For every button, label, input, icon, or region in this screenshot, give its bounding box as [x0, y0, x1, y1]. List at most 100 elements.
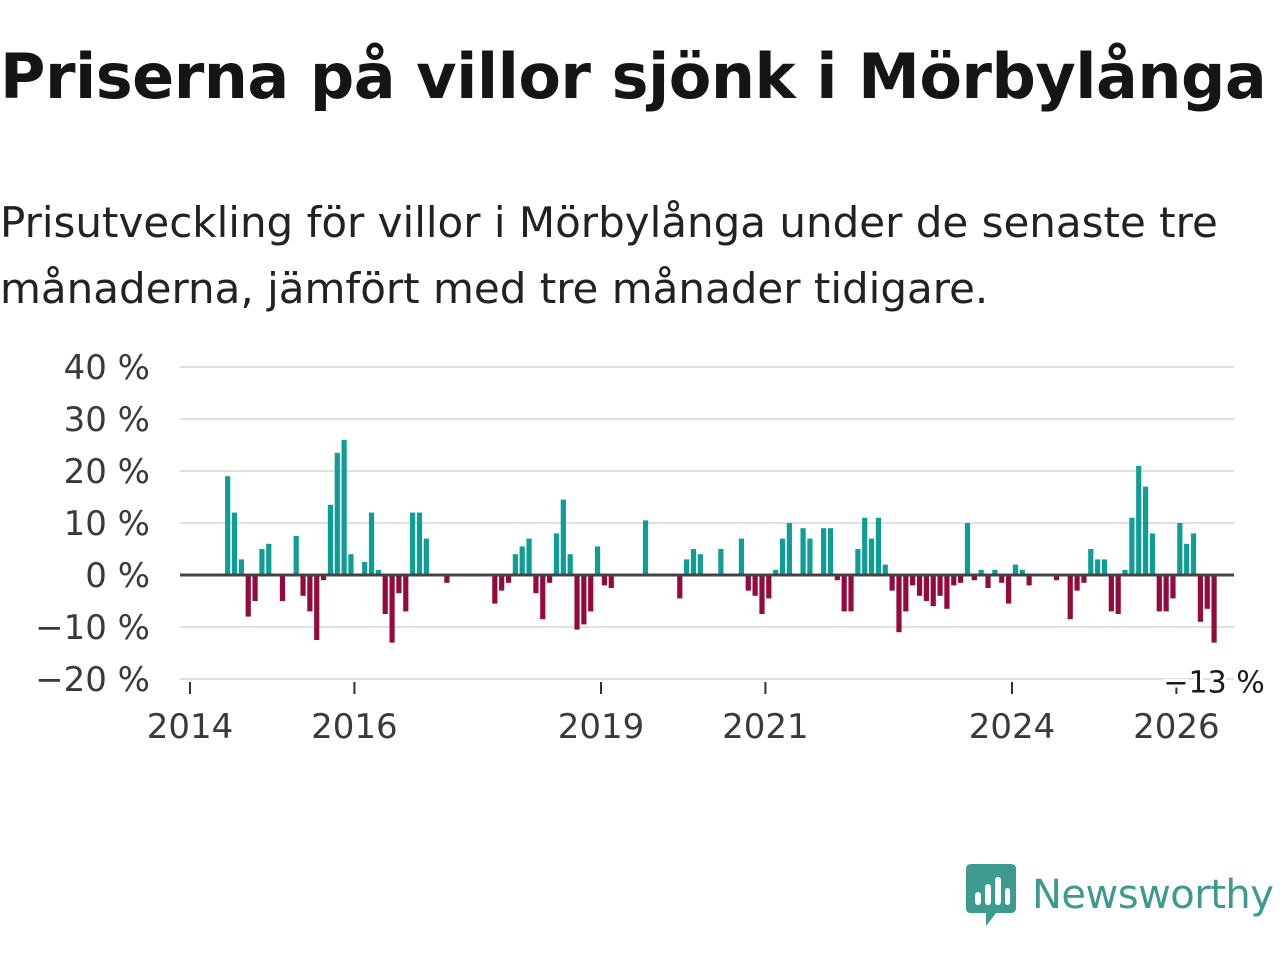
bar-positive: [862, 517, 868, 575]
bar-negative: [300, 575, 306, 596]
bar-positive: [779, 538, 786, 575]
bar-chart: 40 % 30 % 20 % 10 % 0 % −10 % −20 % 2014 2016 201…: [35, 348, 1268, 747]
bar-positive: [423, 538, 429, 575]
bar-positive: [375, 569, 381, 575]
bar-negative: [540, 575, 546, 620]
bar-positive: [266, 543, 272, 575]
bar-negative: [574, 575, 580, 630]
bar-negative: [1211, 575, 1217, 643]
bar-negative: [937, 575, 943, 596]
bar-positive: [416, 512, 423, 575]
bar-negative: [910, 575, 916, 586]
bar-positive: [978, 569, 984, 575]
bar-positive: [334, 452, 340, 575]
bar-positive: [1019, 569, 1025, 575]
bar-negative: [307, 575, 313, 612]
chart-subtitle: Prisutveckling för villor i Mörbylånga u…: [0, 198, 1218, 313]
bar-negative: [601, 575, 608, 586]
bar-negative: [834, 575, 840, 581]
bar-negative: [677, 575, 683, 599]
bar-positive: [1136, 465, 1142, 575]
bar-positive: [964, 523, 971, 575]
bar-positive: [553, 533, 560, 575]
bar-positive: [697, 554, 703, 575]
y-tick-label: 20 %: [64, 452, 150, 492]
bar-positive: [690, 549, 697, 575]
bar-negative: [958, 575, 964, 583]
bar-negative: [985, 575, 991, 588]
bar-negative: [382, 575, 388, 614]
bar-negative: [279, 575, 286, 601]
bar-negative: [889, 575, 895, 591]
bar-negative: [971, 575, 977, 581]
bar-negative: [505, 575, 512, 583]
bar-positive: [786, 523, 792, 575]
bar-negative: [944, 575, 950, 609]
bar-negative: [766, 575, 772, 599]
bar-negative: [547, 575, 553, 583]
bar-negative: [533, 575, 539, 594]
bar-positive: [868, 538, 875, 575]
newsworthy-logo: Newsworthy: [966, 864, 1274, 926]
bar-negative: [389, 575, 395, 643]
bar-negative: [841, 575, 847, 612]
bar-negative: [1115, 575, 1121, 614]
bar-positive: [225, 476, 231, 575]
bar-positive: [800, 528, 806, 575]
bar-positive: [718, 549, 724, 575]
bar-negative: [745, 575, 751, 591]
axes: [180, 573, 1234, 694]
bar-negative: [1156, 575, 1162, 612]
bar-positive: [773, 569, 779, 575]
bar-positive: [519, 546, 525, 575]
bar-positive: [231, 512, 238, 575]
bar-negative: [1204, 575, 1210, 609]
x-tick-label: 2014: [147, 707, 234, 747]
bar-negative: [759, 575, 765, 614]
brand-name: Newsworthy: [1032, 872, 1274, 918]
bar-positive: [992, 569, 998, 575]
bar-positive: [293, 536, 299, 575]
bar-negative: [492, 575, 498, 604]
bar-positive: [807, 538, 813, 575]
bar-negative: [752, 575, 758, 596]
y-tick-label: 40 %: [64, 348, 150, 388]
bar-negative: [1067, 575, 1073, 620]
bar-positive: [642, 520, 649, 575]
bar-negative: [1170, 575, 1176, 599]
bar-positive: [368, 512, 375, 575]
x-tick-label: 2026: [1133, 707, 1220, 747]
bar-positive: [560, 499, 566, 575]
bar-negative: [1053, 575, 1060, 581]
bar-negative: [1108, 575, 1114, 612]
bar-positive: [1184, 543, 1190, 575]
bar-negative: [1005, 575, 1012, 604]
bar-positive: [526, 538, 532, 575]
chart-title: Priserna på villor sjönk i Mörbylånga: [0, 40, 1267, 113]
x-tick-label: 2021: [722, 707, 809, 747]
bar-positive: [875, 517, 882, 575]
bar-positive: [738, 538, 745, 575]
bar-positive: [1129, 517, 1135, 575]
bar-negative: [608, 575, 614, 588]
bar-positive: [327, 504, 334, 575]
y-tick-label: 30 %: [64, 400, 150, 440]
chart-labels: 40 % 30 % 20 % 10 % 0 % −10 % −20 % 2014 2016 201…: [35, 348, 1268, 747]
bar-negative: [245, 575, 251, 617]
bar-negative: [1081, 575, 1087, 583]
bar-negative: [1163, 575, 1169, 612]
bar-negative: [499, 575, 505, 591]
bar-negative: [1026, 575, 1032, 586]
bar-positive: [1088, 549, 1094, 575]
newsworthy-logo-icon: [966, 864, 1016, 926]
bar-positive: [1190, 533, 1197, 575]
bar-positive: [410, 512, 416, 575]
bar-positive: [684, 559, 690, 575]
x-tick-label: 2019: [558, 707, 645, 747]
y-tick-label: 0 %: [85, 556, 150, 596]
bar-positive: [594, 546, 601, 575]
bar-negative: [588, 575, 594, 612]
bar-positive: [827, 528, 834, 575]
bar-value-label: −13 %: [1163, 666, 1264, 701]
bar-negative: [444, 575, 450, 583]
